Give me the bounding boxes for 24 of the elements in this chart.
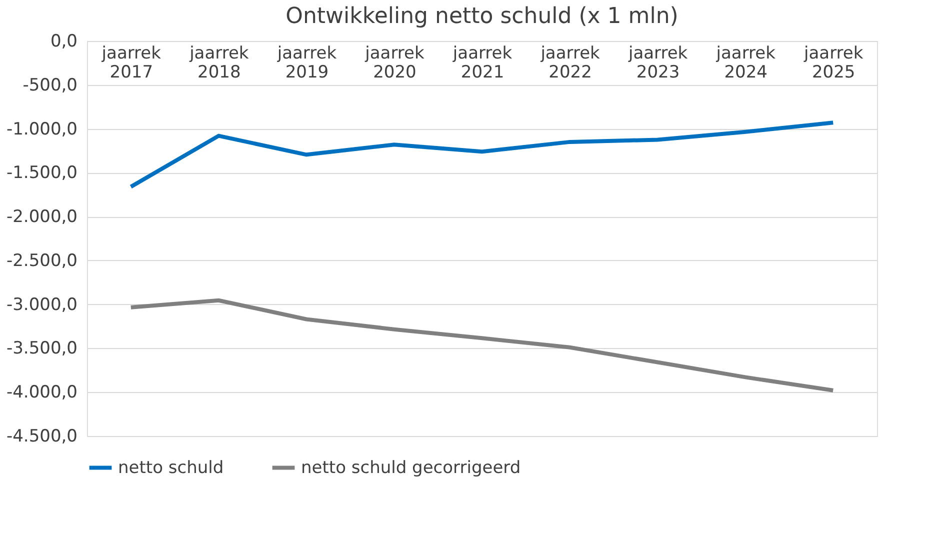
x-tick-label: jaarrek 2022 [540, 44, 600, 82]
y-tick-label: -1.000,0 [6, 119, 78, 140]
x-tick-label: jaarrek 2025 [803, 44, 864, 82]
x-tick-label: jaarrek 2020 [364, 44, 424, 82]
x-tick-label: jaarrek 2018 [188, 44, 249, 82]
y-tick-label: -500,0 [22, 75, 78, 96]
x-tick-label: jaarrek 2019 [276, 44, 337, 82]
y-tick-label: 0,0 [50, 32, 78, 52]
chart-title: Ontwikkeling netto schuld (x 1 mln) [286, 4, 678, 29]
x-tick-label: jaarrek 2017 [100, 44, 162, 82]
y-tick-label: -1.500,0 [6, 163, 78, 184]
y-tick-label: -3.000,0 [6, 294, 78, 315]
y-tick-label: -3.500,0 [6, 338, 78, 359]
line-series [128, 120, 836, 189]
x-tick-label: jaarrek 2023 [627, 44, 688, 82]
x-tick-label: jaarrek 2021 [452, 44, 512, 82]
x-tick-label: jaarrek 2024 [715, 44, 776, 82]
legend-label: netto schuld gecorrigeerd [301, 458, 521, 478]
line-series [128, 298, 836, 392]
y-tick-label: -2.000,0 [6, 207, 78, 228]
legend-label: netto schuld [118, 458, 224, 478]
y-tick-label: -4.000,0 [6, 382, 78, 403]
y-tick-label: -4.500,0 [6, 426, 78, 446]
y-tick-label: -2.500,0 [6, 250, 78, 271]
